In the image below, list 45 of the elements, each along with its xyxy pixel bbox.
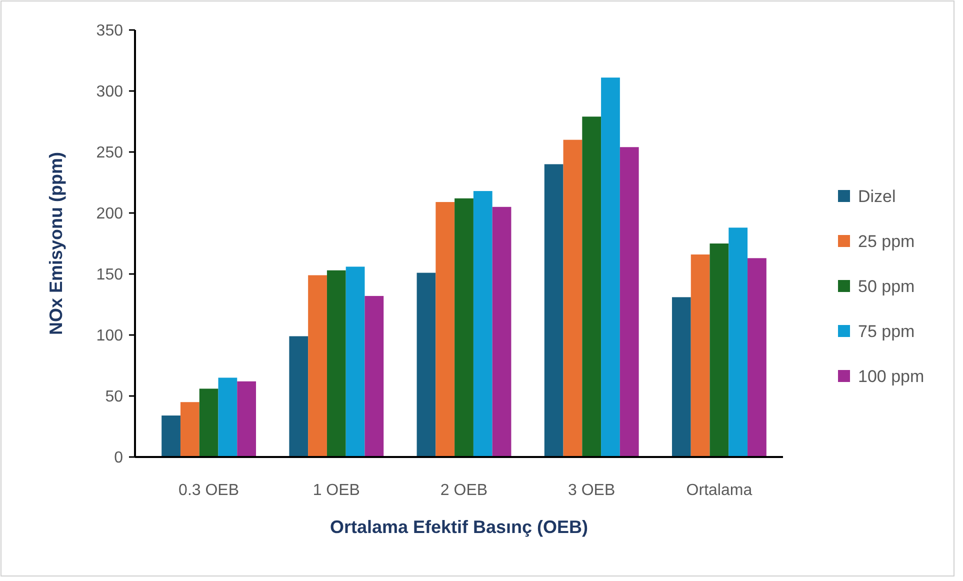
bar <box>710 244 729 457</box>
bar <box>672 297 691 457</box>
bar <box>582 116 602 457</box>
bar <box>237 381 256 457</box>
legend-label: 75 ppm <box>858 322 915 341</box>
bar <box>492 206 512 457</box>
y-tick-label: 100 <box>96 328 124 345</box>
y-tick-label: 0 <box>114 450 124 467</box>
legend-label: 50 ppm <box>858 276 915 296</box>
bar <box>364 296 384 457</box>
y-tick-label: 200 <box>96 206 124 223</box>
bar <box>544 164 564 457</box>
bar <box>690 254 710 457</box>
x-axis-title: Ortalama Efektif Basınç (OEB) <box>330 517 588 537</box>
legend-label: 25 ppm <box>858 232 915 251</box>
y-axis-title: NOx Emisyonu (ppm) <box>46 152 66 336</box>
bar <box>346 266 365 457</box>
x-tick-label: 2 OEB <box>440 482 488 499</box>
bar <box>563 140 582 457</box>
bar <box>436 202 455 457</box>
bar <box>473 191 492 457</box>
x-tick-label: 0.3 OEB <box>178 482 240 499</box>
bar <box>416 272 436 457</box>
bar <box>162 416 180 457</box>
x-tick-label: 3 OEB <box>568 482 616 499</box>
x-tick-label: Ortalama <box>686 482 752 499</box>
bar <box>748 258 766 457</box>
bar <box>601 78 620 457</box>
y-tick-label: 350 <box>96 22 124 40</box>
bar <box>308 275 327 457</box>
y-tick-label: 50 <box>105 388 124 406</box>
bar <box>218 378 238 457</box>
bar <box>454 198 474 457</box>
bar <box>728 228 748 457</box>
legend-label: Dizel <box>858 186 896 206</box>
bar <box>620 147 639 457</box>
bar <box>326 270 346 457</box>
y-tick-label: 300 <box>96 84 124 101</box>
bar <box>199 388 218 457</box>
y-tick-label: 250 <box>96 144 124 162</box>
y-tick-label: 150 <box>96 266 124 284</box>
bar <box>289 336 308 457</box>
legend-label: 100 ppm <box>858 366 924 386</box>
bar <box>180 402 200 457</box>
x-tick-label: 1 OEB <box>312 482 360 499</box>
